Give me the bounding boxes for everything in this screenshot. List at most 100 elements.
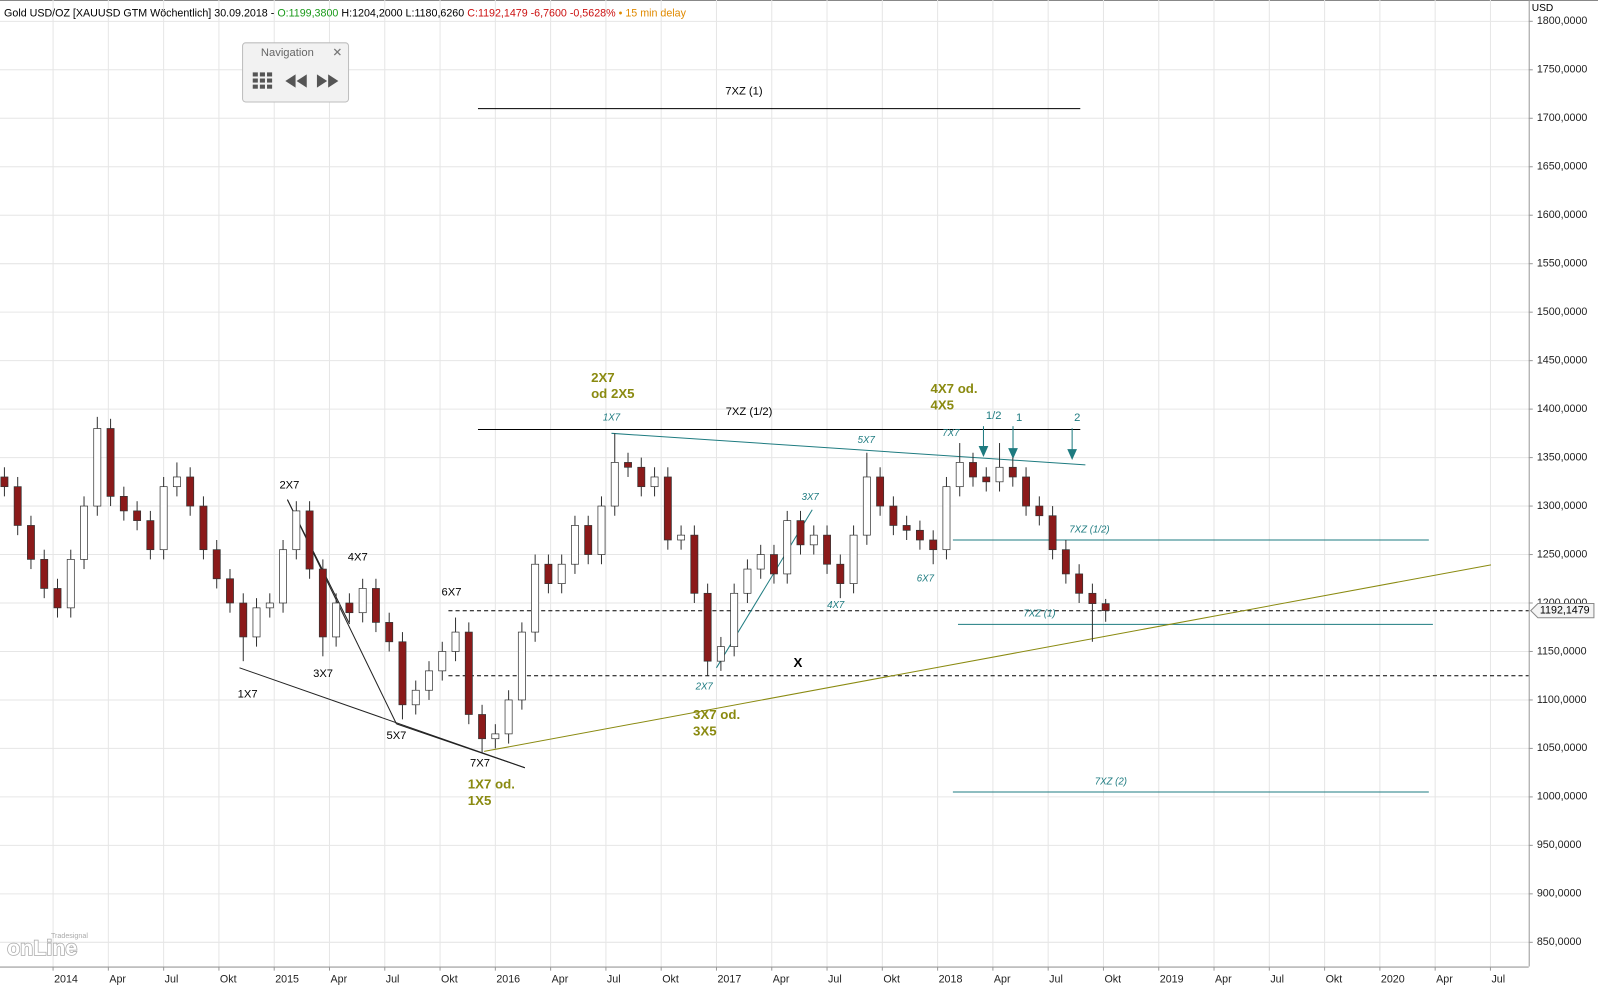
y-tick-label: 1450,0000	[1537, 354, 1588, 366]
candle-body	[438, 651, 447, 672]
y-tick-label: 1150,0000	[1537, 645, 1587, 657]
x-tick-label: Jul	[1491, 974, 1505, 986]
x-tick-label: Apr	[331, 974, 348, 986]
candle-body	[239, 602, 248, 638]
candle-body	[915, 529, 924, 541]
candle-body	[955, 462, 964, 488]
candle-body	[119, 496, 128, 512]
annotation: 4X5	[930, 397, 954, 412]
x-tick-label: Jul	[828, 974, 842, 986]
x-tick-label: Jul	[1049, 974, 1063, 986]
candle-body	[504, 699, 513, 735]
navigation-widget[interactable]: Navigation	[242, 42, 350, 103]
candle-body	[571, 525, 579, 565]
annotation: 6X7	[442, 586, 462, 598]
candle-body	[557, 563, 566, 584]
x-tick-label: Okt	[883, 974, 900, 986]
x-tick-label: Apr	[109, 974, 126, 986]
y-tick-label: 1000,0000	[1537, 791, 1588, 803]
annotation: 4X7	[348, 552, 368, 564]
candle-body	[265, 602, 274, 609]
header-instrument: Gold USD/OZ [XAUUSD GTM Wöchentlich] 30.…	[4, 7, 275, 19]
candle-body	[106, 428, 115, 497]
annotations: 7XZ (1) 7XZ (1/2) 2X7 4X7 6X7 3X7 1X7 5X7 7X7 X 2X…	[238, 86, 1127, 808]
annotation: 3X7	[802, 492, 820, 503]
x-tick-label: Apr	[773, 974, 790, 986]
annotation: 2X7	[695, 682, 714, 693]
annotation: 2	[1074, 412, 1080, 424]
last-price-label: 1192,1479	[1540, 604, 1590, 616]
header-hl: H:1204,2000 L:1180,6260	[341, 7, 464, 19]
candle-body	[478, 714, 486, 740]
y-tick-label: 900,0000	[1537, 888, 1582, 900]
candle-body	[969, 462, 977, 478]
candle-body	[995, 466, 1004, 483]
x-tick-label: Apr	[1215, 974, 1232, 986]
close-button[interactable]	[333, 48, 341, 56]
annotation: 2X7	[591, 370, 615, 385]
candle-body	[796, 520, 805, 546]
candle-body	[716, 646, 725, 662]
annotation: 1X7 od.	[468, 777, 515, 792]
annotation: 6X7	[917, 574, 935, 585]
y-tick-label: 1500,0000	[1537, 306, 1588, 318]
x-tick-label: 2016	[496, 974, 520, 986]
y-tick-label: 1400,0000	[1537, 403, 1588, 415]
candle-body	[849, 534, 858, 584]
candle-body	[610, 462, 619, 507]
candle-body	[876, 476, 885, 507]
annotation: 7X7	[470, 758, 490, 770]
candle-body	[93, 428, 102, 507]
x-tick-label: Okt	[1104, 974, 1121, 986]
annotation: 3X7	[313, 668, 333, 680]
navigation-title: Navigation	[261, 47, 314, 59]
candle-body	[451, 631, 460, 652]
x-tick-label: 2018	[939, 974, 963, 986]
arrows	[978, 426, 1077, 461]
grid	[0, 0, 1529, 967]
candle-body	[372, 588, 380, 623]
candle-body	[756, 554, 765, 570]
annotation: 7XZ (2)	[1095, 777, 1127, 788]
arrow-head	[978, 446, 989, 458]
candle-body	[358, 588, 367, 614]
x-tick-label: Apr	[552, 974, 569, 986]
logo-big: onLine	[7, 936, 77, 960]
candle-body	[66, 559, 75, 609]
candle-body	[172, 476, 181, 488]
candle-body	[650, 476, 659, 488]
candle-body	[862, 476, 871, 536]
candle-body	[186, 476, 195, 507]
candle-body	[332, 602, 341, 638]
candle-body	[770, 554, 778, 575]
forward-button[interactable]	[316, 74, 339, 88]
candle-body	[159, 486, 168, 551]
annotation: 3X7 od.	[693, 707, 740, 722]
arrow-head	[1067, 449, 1077, 461]
annotation: 2X7	[279, 479, 299, 491]
annotation: 7XZ (1/2)	[1069, 525, 1109, 536]
y-tick-label: 1750,0000	[1537, 64, 1588, 76]
y-tick-label: 1700,0000	[1537, 112, 1588, 124]
x-tick-label: Jul	[386, 974, 400, 986]
x-tick-label: Apr	[1436, 974, 1453, 986]
candle-body	[663, 476, 672, 541]
grid-button[interactable]	[252, 72, 273, 89]
rewind-button[interactable]	[285, 74, 307, 88]
header-open: O:1199,3800	[277, 7, 338, 19]
annotation: 4X7	[827, 600, 845, 611]
candle-body	[942, 486, 951, 551]
logo: Tradesignal onLine	[6, 932, 88, 961]
header-close: C:1192,1479 -6,7600 -0,5628%	[467, 7, 616, 19]
y-tick-label: 1350,0000	[1537, 451, 1588, 463]
x-tick-label: Okt	[662, 974, 679, 986]
y-tick-label: 1650,0000	[1537, 161, 1588, 173]
levels	[448, 108, 1529, 793]
x-tick-label: Apr	[994, 974, 1011, 986]
x-tick-label: Okt	[220, 974, 237, 986]
candle-body	[40, 559, 49, 589]
candle-body	[889, 505, 898, 526]
candle-body	[226, 578, 234, 604]
